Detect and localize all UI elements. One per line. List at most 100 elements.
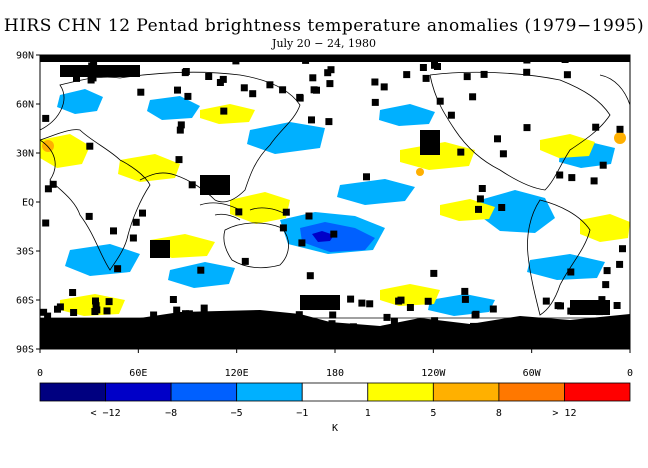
missing-data-block	[169, 296, 177, 303]
coastline-australia	[223, 222, 289, 269]
missing-data-block	[177, 121, 185, 129]
missing-data-block	[266, 81, 274, 89]
missing-data-block	[114, 265, 122, 273]
warm-anomaly-patch	[440, 199, 495, 221]
missing-data-block	[422, 74, 430, 82]
missing-data-block	[282, 208, 290, 216]
missing-data-block	[173, 306, 181, 314]
missing-data-cluster	[200, 175, 230, 195]
missing-data-block	[329, 311, 337, 319]
missing-data-block	[86, 142, 94, 150]
missing-data-block	[494, 135, 501, 143]
missing-data-block	[188, 181, 196, 189]
lat-tick-label: EQ	[22, 198, 34, 209]
missing-data-block	[305, 212, 313, 220]
missing-data-block	[590, 177, 598, 185]
colorbar-swatch	[39, 382, 106, 402]
missing-data-block	[241, 257, 249, 265]
missing-data-block	[42, 114, 50, 122]
cold-anomaly-patch	[428, 294, 495, 316]
lon-tick-label: 60E	[129, 368, 147, 379]
missing-data-block	[137, 88, 145, 96]
missing-data-block	[44, 312, 52, 320]
missing-data-block	[279, 224, 287, 232]
lat-tick-label: 30S	[16, 247, 34, 258]
missing-data-block	[523, 124, 531, 132]
moderate-warm-anomaly-spot	[42, 140, 54, 152]
colorbar-swatch	[236, 382, 303, 402]
warm-anomaly-patch	[400, 142, 475, 170]
lon-tick-label: 120W	[421, 368, 446, 379]
missing-data-block	[105, 298, 113, 306]
colorbar-swatch	[105, 382, 172, 402]
missing-data-block	[85, 212, 93, 220]
missing-data-block	[310, 86, 318, 94]
warm-anomaly-patch	[118, 154, 180, 182]
map-field	[40, 55, 630, 349]
missing-data-block	[249, 90, 257, 98]
coastline-greenland	[599, 74, 630, 106]
missing-data-block	[92, 297, 99, 305]
missing-data-block	[478, 185, 486, 192]
missing-data-block	[434, 63, 441, 70]
cold-anomaly-patch	[527, 254, 605, 280]
lat-tick-label: 30N	[16, 149, 34, 160]
colorbar-label: < −12	[91, 408, 121, 419]
very-strong-cold-anomaly-patch	[312, 231, 334, 242]
missing-data-block	[424, 297, 432, 305]
missing-data-block	[383, 313, 391, 321]
missing-data-block	[40, 308, 48, 316]
missing-data-cluster	[150, 240, 170, 258]
missing-data-block	[44, 185, 52, 193]
missing-data-block	[308, 116, 315, 124]
colorbar-label: > 12	[552, 408, 576, 419]
missing-data-block	[613, 302, 621, 309]
arctic-missing-band	[40, 55, 630, 62]
missing-data-block	[523, 68, 531, 76]
missing-data-block	[174, 86, 181, 94]
missing-data-block	[197, 266, 205, 274]
colorbar-label: 8	[496, 408, 502, 419]
colorbar-label: −1	[296, 408, 308, 419]
missing-data-block	[602, 281, 610, 289]
missing-data-block	[279, 86, 287, 94]
missing-data-block	[205, 73, 213, 80]
missing-data-block	[150, 311, 158, 319]
missing-data-block	[184, 92, 192, 100]
missing-data-block	[73, 74, 80, 82]
colorbar: < −12 −8 −5 −1 1 5 8 > 12 K	[39, 382, 631, 434]
colorbar-label: −8	[165, 408, 177, 419]
missing-data-block	[556, 171, 564, 179]
missing-data-block	[380, 83, 388, 91]
missing-data-block	[457, 148, 465, 156]
missing-data-block	[235, 208, 243, 216]
lon-tick-label: 0	[37, 368, 43, 379]
missing-data-block	[463, 73, 471, 81]
missing-data-block	[499, 150, 507, 158]
colorbar-unit: K	[332, 423, 338, 434]
missing-data-block	[220, 107, 228, 115]
missing-data-block	[598, 296, 606, 304]
coastline-asia	[119, 71, 301, 203]
missing-data-block	[103, 307, 111, 315]
coastline-indonesia	[199, 202, 286, 221]
longitude-axis: 0 60E 120E 180 120W 60W 0	[37, 349, 633, 379]
colorbar-swatch	[170, 382, 238, 402]
missing-data-block	[296, 93, 304, 101]
missing-data-block	[567, 268, 575, 276]
missing-data-block	[472, 310, 480, 318]
missing-data-block	[90, 60, 98, 68]
coastline-north-america	[429, 71, 611, 191]
missing-data-block	[70, 309, 78, 316]
missing-data-block	[475, 205, 482, 213]
missing-data-block	[403, 71, 411, 79]
missing-data-block	[363, 173, 370, 181]
missing-data-block	[200, 304, 208, 312]
map-subtitle: July 20 − 24, 1980	[272, 37, 376, 50]
colorbar-swatch	[432, 382, 500, 402]
missing-data-cluster	[300, 295, 340, 310]
missing-data-block	[42, 219, 50, 227]
lon-tick-label: 180	[326, 368, 344, 379]
missing-data-block	[92, 302, 100, 310]
